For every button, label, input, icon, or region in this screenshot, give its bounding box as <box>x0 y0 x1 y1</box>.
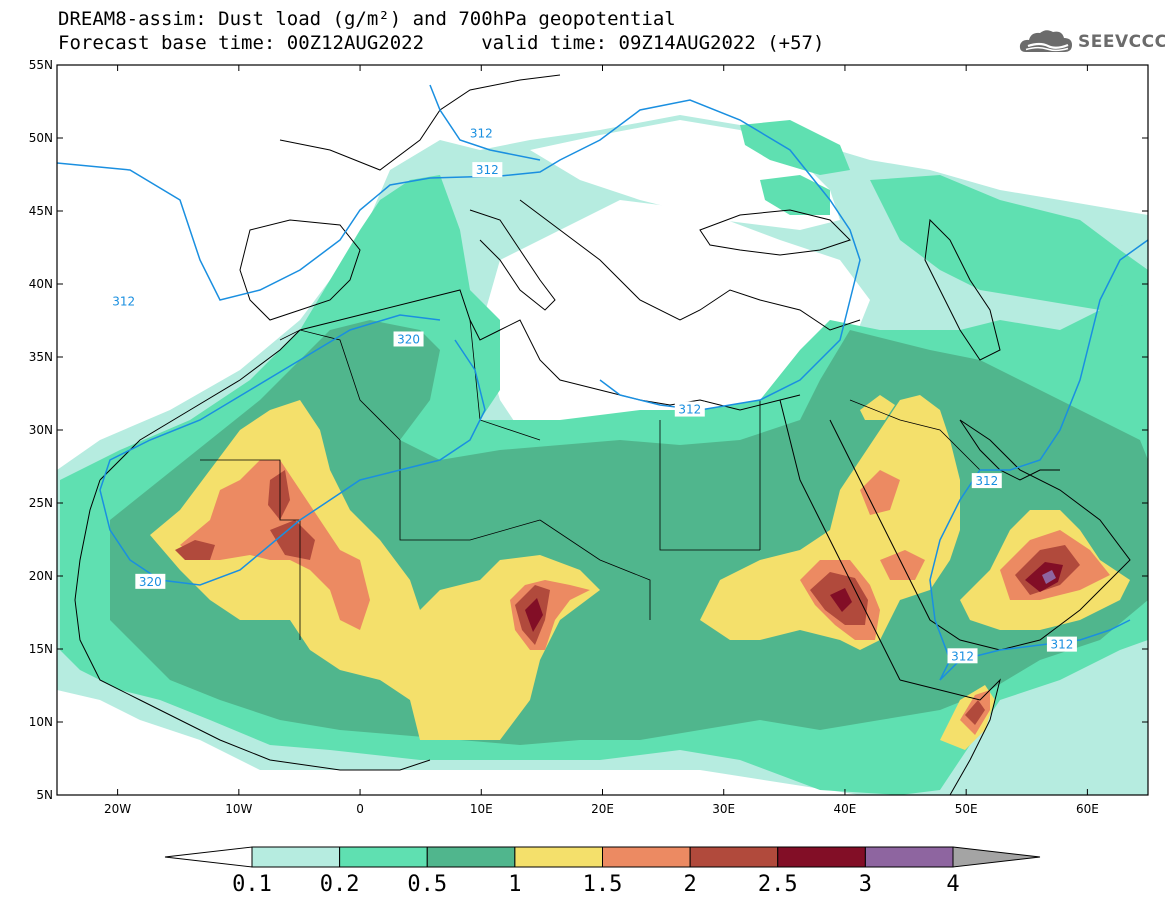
contour-label-bg <box>674 401 705 417</box>
colorbar-label: 2.5 <box>758 872 798 897</box>
horn-africa-coast <box>899 678 1001 795</box>
black-sea-coast <box>699 209 851 256</box>
cloud-logo-icon <box>1019 30 1072 52</box>
longitude-axis: 20W 10W 0 10E 20E 30E 40E 50E 60E <box>104 65 1099 816</box>
colorbar-label: 1.5 <box>583 872 623 897</box>
colorbar-segment <box>689 846 779 868</box>
contour-labels: 312 312 312 320 320 312 312 312 312 <box>108 125 1077 664</box>
lat-tick-label: 35N <box>29 350 53 364</box>
contour-label-bg <box>135 573 166 589</box>
europe-north-coast <box>279 74 561 171</box>
contour-320 <box>99 314 486 586</box>
lon-tick-label: 50E <box>955 802 978 816</box>
lat-tick-label: 40N <box>29 277 53 291</box>
lon-tick-label: 0 <box>356 802 364 816</box>
dust-field-3 <box>1042 570 1056 584</box>
lon-tick-label: 10W <box>225 802 252 816</box>
colorbar-label: 4 <box>946 872 959 897</box>
lon-tick-label: 20E <box>591 802 614 816</box>
colorbar: 0.1 0.2 0.5 1 1.5 2 2.5 3 4 <box>164 846 1041 897</box>
west-africa-coast <box>74 479 431 771</box>
colorbar-label: 3 <box>859 872 872 897</box>
contour-label: 312 <box>470 127 493 141</box>
colorbar-label: 0.5 <box>407 872 447 897</box>
contour-label: 312 <box>975 474 998 488</box>
contour-label-bg <box>947 648 978 664</box>
lat-tick-label: 25N <box>29 496 53 510</box>
lat-tick-label: 50N <box>29 131 53 145</box>
colorbar-label: 0.1 <box>232 872 272 897</box>
contour-label-bg <box>1046 636 1077 652</box>
colorbar-segment <box>426 846 516 868</box>
colorbar-high-triangle <box>952 846 1041 868</box>
lat-tick-label: 55N <box>29 58 53 72</box>
contour-label-bg <box>393 331 424 347</box>
lat-tick-label: 30N <box>29 423 53 437</box>
contour-label-bg <box>971 473 1002 489</box>
contour-312-north <box>429 84 541 161</box>
colorbar-label: 1 <box>508 872 521 897</box>
lon-tick-label: 10E <box>470 802 493 816</box>
contour-312-west <box>57 99 861 411</box>
contour-label-bg <box>108 293 139 309</box>
seevccc-logo: SEEVCCC <box>1018 28 1165 56</box>
persian-gulf-coast <box>959 419 1060 481</box>
lon-tick-label: 60E <box>1076 802 1099 816</box>
lat-tick-label: 15N <box>29 642 53 656</box>
colorbar-segment <box>602 846 691 868</box>
colorbar-label: 2 <box>684 872 697 897</box>
lat-tick-label: 20N <box>29 569 53 583</box>
colorbar-low-triangle <box>164 846 253 868</box>
latitude-axis: 55N 50N 45N 40N 35N 30N 25N 20N 15N 10N 5N <box>29 58 1148 802</box>
colorbar-segment <box>339 846 428 868</box>
contour-label-bg <box>472 162 503 178</box>
lat-tick-label: 10N <box>29 715 53 729</box>
italy-coast <box>469 209 556 311</box>
colorbar-segment <box>777 846 866 868</box>
contour-label: 320 <box>139 575 162 589</box>
contour-label-bg <box>466 125 497 141</box>
contour-label: 312 <box>951 649 974 663</box>
contour-label: 312 <box>1050 638 1073 652</box>
dust-field-1.5 <box>180 460 370 630</box>
contour-label: 312 <box>476 163 499 177</box>
contour-label: 312 <box>678 403 701 417</box>
contour-label: 312 <box>112 295 135 309</box>
contour-label: 320 <box>397 332 420 346</box>
colorbar-segment <box>251 846 341 868</box>
lat-tick-label: 45N <box>29 204 53 218</box>
lat-tick-label: 5N <box>36 788 53 802</box>
iberia-coast <box>239 219 361 321</box>
map-title: DREAM8-assim: Dust load (g/m²) and 700hP… <box>58 8 676 30</box>
dust-field-2.5 <box>525 598 543 632</box>
colorbar-segment <box>514 846 603 868</box>
lon-tick-label: 20W <box>104 802 131 816</box>
dust-fields <box>57 115 1148 795</box>
lon-tick-label: 30E <box>712 802 735 816</box>
contour-312-east <box>929 239 1148 681</box>
geopotential-contours <box>57 84 1148 681</box>
arabia-coast <box>829 419 1131 651</box>
colorbar-label: 0.2 <box>320 872 360 897</box>
caspian-coast <box>924 218 1001 361</box>
colorbar-segment <box>864 846 954 868</box>
dust-field-2 <box>268 470 290 520</box>
forecast-time-line: Forecast base time: 00Z12AUG2022 valid t… <box>58 32 825 54</box>
logo-text: SEEVCCC <box>1078 32 1165 52</box>
balkans-coast <box>519 199 861 331</box>
lon-tick-label: 40E <box>834 802 857 816</box>
red-sea-coast <box>779 399 901 681</box>
